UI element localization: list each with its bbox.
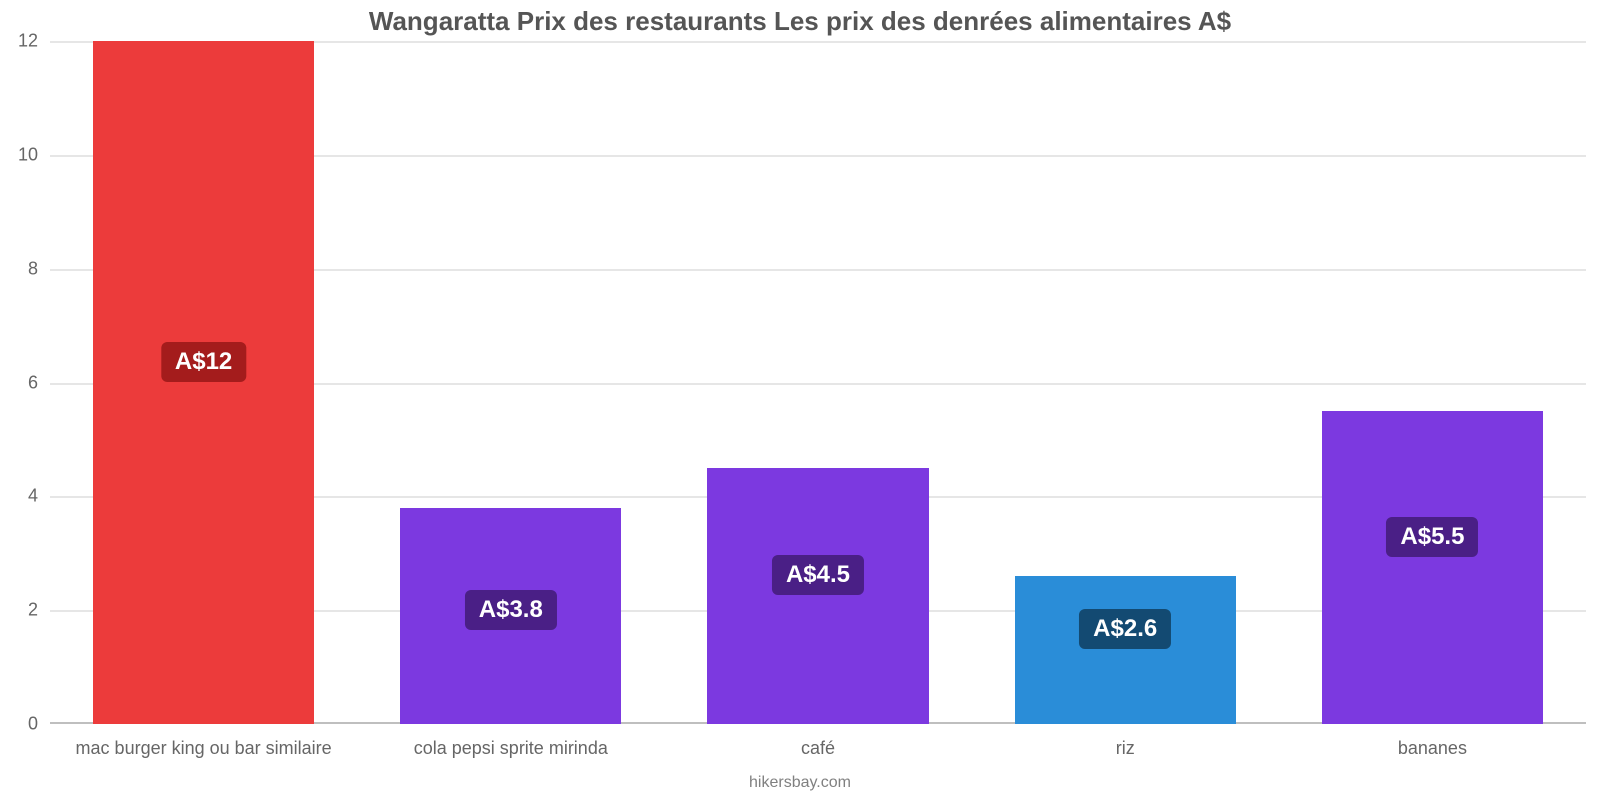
right-gutter <box>1586 37 1600 724</box>
bar-value-label: A$2.6 <box>1079 609 1171 649</box>
y-tick-label: 2 <box>28 600 50 621</box>
bar: A$2.6 <box>1015 576 1236 724</box>
x-axis-label: bananes <box>1279 724 1586 768</box>
plot-area: 024681012A$12A$3.8A$4.5A$2.6A$5.5 <box>50 37 1586 724</box>
chart-attribution: hikersbay.com <box>0 768 1600 800</box>
bar-slot: A$4.5 <box>664 41 971 724</box>
bar-slot: A$2.6 <box>972 41 1279 724</box>
x-axis-label: mac burger king ou bar similaire <box>50 724 357 768</box>
bars-container: A$12 A$3.8 A$4.5 A$2.6 A$5.5 <box>50 41 1586 724</box>
y-tick-label: 10 <box>18 144 50 165</box>
bar-slot: A$12 <box>50 41 357 724</box>
bar: A$3.8 <box>400 508 621 724</box>
y-tick-label: 0 <box>28 714 50 735</box>
bar-value-label: A$12 <box>161 342 246 382</box>
x-axis: mac burger king ou bar similairecola pep… <box>0 724 1600 768</box>
bar: A$12 <box>93 41 314 724</box>
y-tick-label: 6 <box>28 372 50 393</box>
y-tick-label: 4 <box>28 486 50 507</box>
bar-value-label: A$5.5 <box>1386 517 1478 557</box>
x-axis-label: riz <box>972 724 1279 768</box>
bar: A$4.5 <box>707 468 928 724</box>
bar: A$5.5 <box>1322 411 1543 724</box>
y-tick-label: 8 <box>28 258 50 279</box>
x-axis-label: cola pepsi sprite mirinda <box>357 724 664 768</box>
price-bar-chart: Wangaratta Prix des restaurants Les prix… <box>0 0 1600 800</box>
bar-slot: A$3.8 <box>357 41 664 724</box>
chart-title: Wangaratta Prix des restaurants Les prix… <box>0 0 1600 37</box>
y-tick-label: 12 <box>18 31 50 52</box>
plot-row: 024681012A$12A$3.8A$4.5A$2.6A$5.5 <box>0 37 1600 724</box>
bar-value-label: A$4.5 <box>772 555 864 595</box>
bar-value-label: A$3.8 <box>465 590 557 630</box>
bar-slot: A$5.5 <box>1279 41 1586 724</box>
x-axis-label: café <box>664 724 971 768</box>
